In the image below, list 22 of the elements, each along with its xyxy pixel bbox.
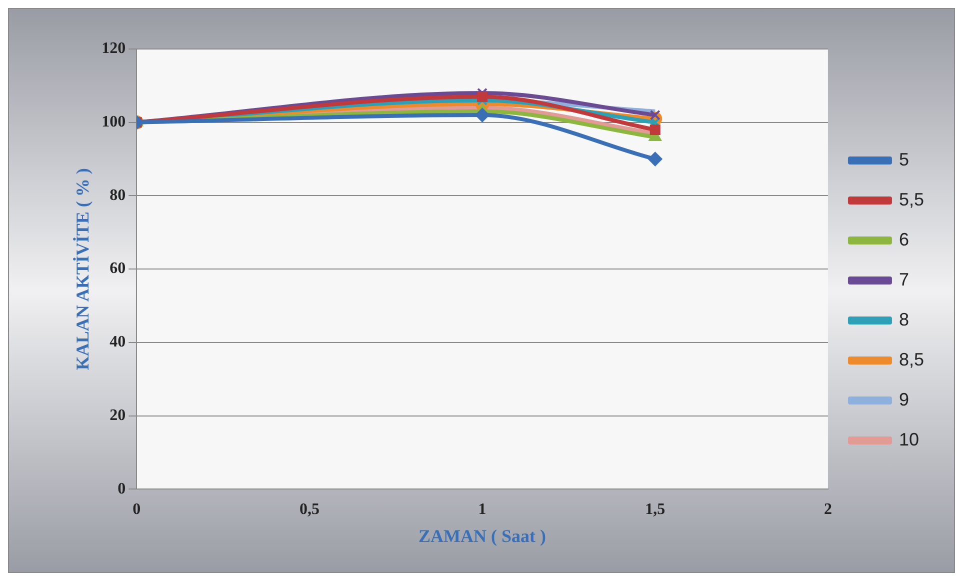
x-tick-label: 1,5 [645, 500, 666, 518]
y-axis-title: KALAN AKTİVİTE ( % ) [72, 168, 92, 370]
y-tick-label: 120 [102, 40, 126, 58]
x-tick-label: 0,5 [299, 500, 320, 518]
y-tick-label: 100 [102, 114, 126, 131]
legend-label: 7 [898, 269, 909, 290]
legend-label: 6 [898, 229, 909, 250]
y-tick-label: 40 [110, 334, 126, 351]
y-tick-label: 0 [118, 480, 126, 498]
legend-label: 8 [898, 309, 909, 330]
legend-label: 5,5 [898, 189, 924, 210]
legend-label: 5 [898, 149, 909, 170]
legend-label: 10 [898, 429, 920, 450]
legend-label: 8,5 [898, 349, 924, 370]
legend-label: 9 [898, 389, 909, 410]
x-tick-label: 1 [478, 500, 486, 518]
y-tick-label: 20 [110, 406, 126, 424]
y-tick-label: 60 [110, 260, 126, 278]
x-tick-label: 2 [824, 500, 832, 518]
x-axis-title: ZAMAN ( Saat ) [418, 526, 546, 546]
x-tick-label: 0 [132, 500, 141, 518]
y-tick-label: 80 [110, 186, 126, 204]
